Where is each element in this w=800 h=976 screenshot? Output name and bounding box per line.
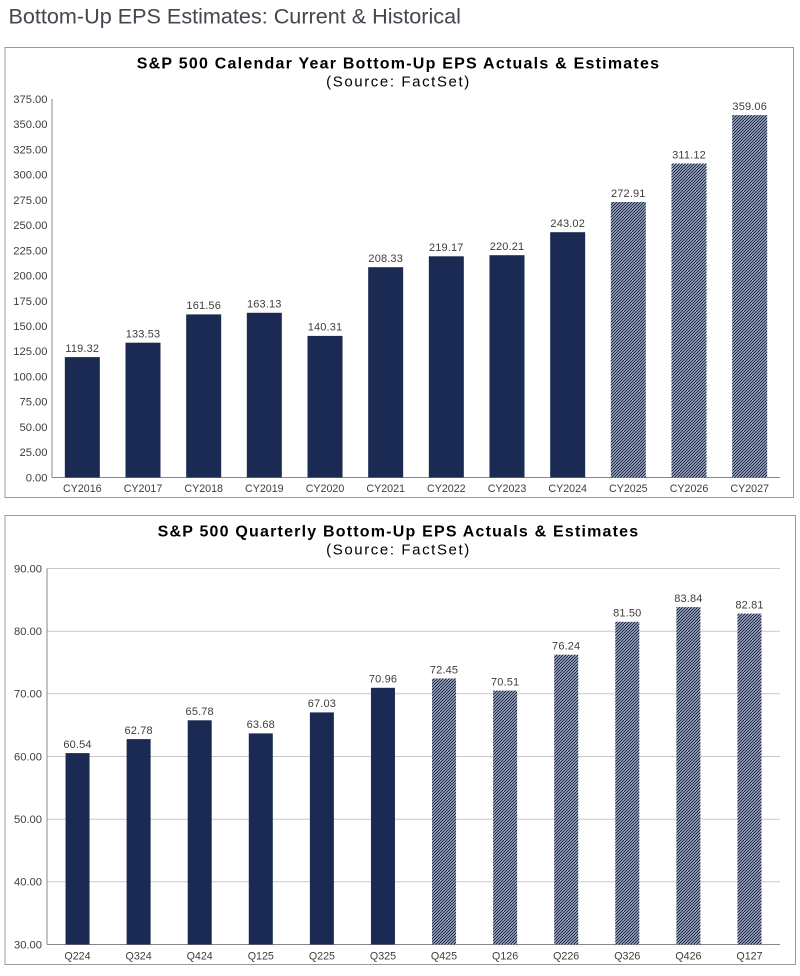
svg-text:CY2020: CY2020 [306, 483, 345, 495]
svg-text:CY2027: CY2027 [730, 483, 769, 495]
svg-text:Q125: Q125 [248, 951, 274, 963]
svg-text:S&P 500 Quarterly Bottom-Up EP: S&P 500 Quarterly Bottom-Up EPS Actuals … [158, 524, 640, 541]
svg-text:82.81: 82.81 [735, 599, 763, 611]
svg-text:359.06: 359.06 [732, 101, 767, 113]
svg-text:Q324: Q324 [126, 951, 152, 963]
svg-text:Q425: Q425 [431, 951, 457, 963]
svg-text:(Source: FactSet): (Source: FactSet) [326, 542, 471, 559]
svg-text:S&P 500 Calendar Year Bottom-U: S&P 500 Calendar Year Bottom-Up EPS Actu… [137, 56, 661, 73]
svg-text:80.00: 80.00 [14, 626, 42, 638]
svg-text:208.33: 208.33 [368, 253, 403, 265]
svg-text:81.50: 81.50 [613, 608, 641, 620]
svg-text:70.51: 70.51 [491, 676, 519, 688]
svg-text:272.91: 272.91 [611, 188, 646, 200]
svg-text:375.00: 375.00 [13, 94, 47, 106]
svg-text:50.00: 50.00 [20, 422, 48, 434]
svg-text:225.00: 225.00 [13, 245, 47, 257]
svg-text:CY2025: CY2025 [609, 483, 648, 495]
svg-text:25.00: 25.00 [20, 447, 48, 459]
svg-text:63.68: 63.68 [247, 719, 275, 731]
svg-text:60.54: 60.54 [63, 739, 91, 751]
svg-text:219.17: 219.17 [429, 242, 464, 254]
svg-text:76.24: 76.24 [552, 641, 580, 653]
svg-text:50.00: 50.00 [14, 814, 42, 826]
svg-text:100.00: 100.00 [13, 372, 47, 384]
svg-text:133.53: 133.53 [126, 329, 161, 341]
svg-text:CY2024: CY2024 [548, 483, 587, 495]
svg-text:350.00: 350.00 [13, 119, 47, 131]
svg-text:75.00: 75.00 [20, 397, 48, 409]
svg-text:CY2026: CY2026 [670, 483, 709, 495]
svg-text:140.31: 140.31 [308, 322, 343, 334]
svg-text:(Source: FactSet): (Source: FactSet) [326, 73, 471, 90]
svg-text:311.12: 311.12 [672, 149, 706, 161]
svg-text:119.32: 119.32 [65, 343, 99, 355]
svg-text:325.00: 325.00 [13, 144, 47, 156]
svg-text:67.03: 67.03 [308, 698, 336, 710]
svg-text:65.78: 65.78 [186, 706, 214, 718]
svg-text:Q126: Q126 [492, 951, 518, 963]
svg-text:175.00: 175.00 [13, 296, 47, 308]
svg-text:CY2021: CY2021 [366, 483, 405, 495]
svg-text:125.00: 125.00 [13, 346, 47, 358]
svg-text:70.00: 70.00 [14, 689, 42, 701]
svg-text:40.00: 40.00 [14, 877, 42, 889]
svg-text:Q325: Q325 [370, 951, 396, 963]
svg-text:250.00: 250.00 [13, 220, 47, 232]
svg-text:Bottom-Up EPS Estimates: Curre: Bottom-Up EPS Estimates: Current & Histo… [9, 4, 461, 29]
svg-text:Q225: Q225 [309, 951, 335, 963]
svg-text:Q424: Q424 [187, 951, 213, 963]
svg-text:163.13: 163.13 [247, 299, 282, 311]
svg-text:83.84: 83.84 [674, 593, 702, 605]
svg-text:CY2016: CY2016 [63, 483, 102, 495]
svg-text:Q326: Q326 [614, 951, 640, 963]
svg-text:Q426: Q426 [675, 951, 701, 963]
svg-text:220.21: 220.21 [490, 241, 525, 253]
svg-text:CY2022: CY2022 [427, 483, 466, 495]
svg-text:150.00: 150.00 [13, 321, 47, 333]
svg-text:300.00: 300.00 [13, 170, 47, 182]
svg-text:0.00: 0.00 [26, 472, 48, 484]
svg-text:Q224: Q224 [64, 951, 90, 963]
svg-text:72.45: 72.45 [430, 664, 458, 676]
svg-text:CY2018: CY2018 [184, 483, 223, 495]
svg-text:200.00: 200.00 [13, 271, 47, 283]
svg-text:60.00: 60.00 [14, 751, 42, 763]
svg-text:Q226: Q226 [553, 951, 579, 963]
svg-text:CY2019: CY2019 [245, 483, 284, 495]
svg-text:70.96: 70.96 [369, 674, 397, 686]
svg-text:62.78: 62.78 [124, 725, 152, 737]
svg-text:161.56: 161.56 [186, 300, 221, 312]
svg-text:Q127: Q127 [736, 951, 762, 963]
svg-text:30.00: 30.00 [14, 939, 42, 951]
svg-text:275.00: 275.00 [13, 195, 47, 207]
svg-text:CY2017: CY2017 [124, 483, 163, 495]
svg-text:90.00: 90.00 [14, 563, 42, 575]
svg-text:CY2023: CY2023 [488, 483, 527, 495]
svg-text:243.02: 243.02 [550, 218, 585, 230]
